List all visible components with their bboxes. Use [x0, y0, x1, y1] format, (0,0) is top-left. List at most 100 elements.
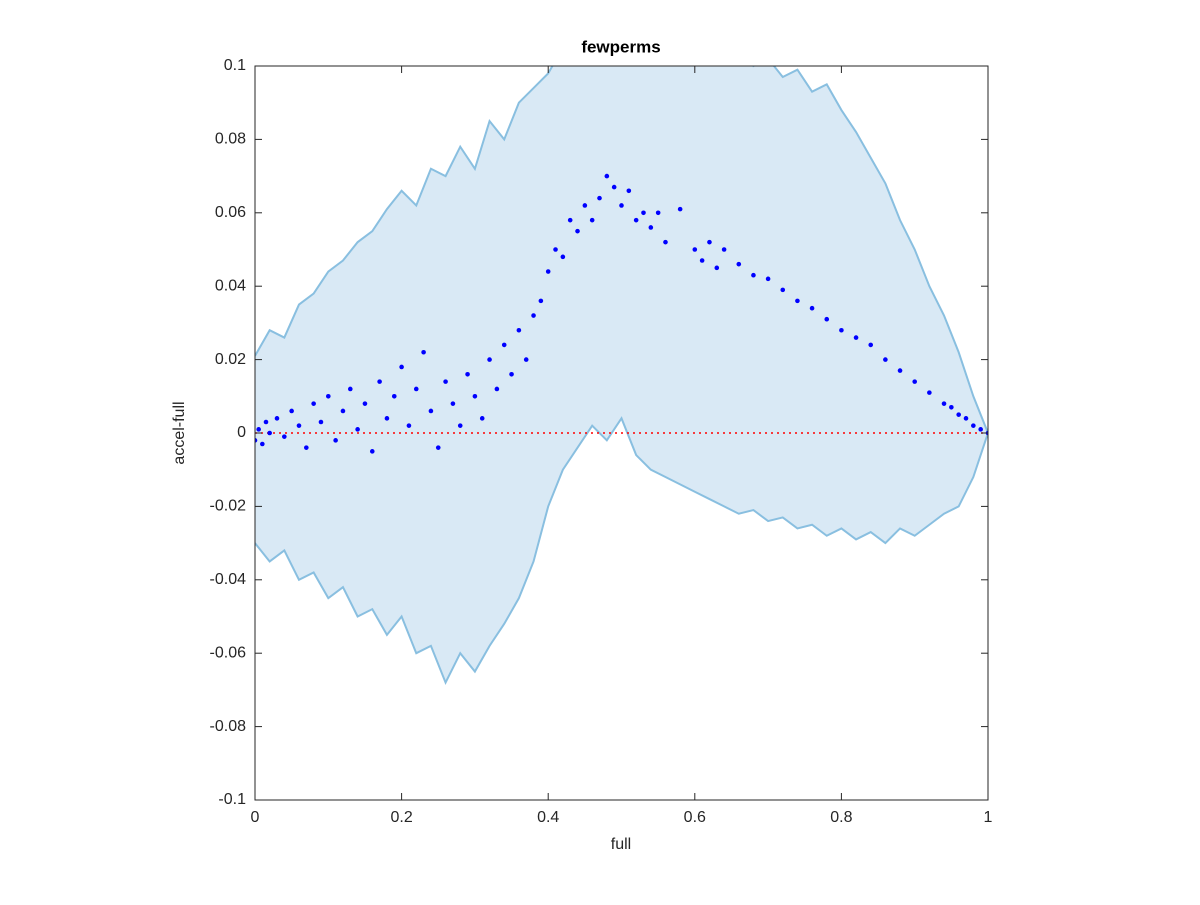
- point: [751, 272, 756, 278]
- point: [399, 364, 404, 370]
- point: [795, 298, 800, 304]
- point: [721, 247, 727, 252]
- point: [479, 416, 485, 421]
- x-tick-label: 0.8: [830, 809, 852, 826]
- point: [457, 423, 463, 428]
- point: [567, 217, 573, 223]
- point: [347, 386, 353, 392]
- band-fill: [255, 66, 988, 683]
- y-tick-label: 0.1: [224, 57, 246, 74]
- point: [311, 401, 316, 406]
- point: [956, 412, 961, 417]
- x-tick-label: 0.6: [684, 809, 706, 826]
- point: [633, 217, 639, 223]
- point: [318, 419, 324, 425]
- point: [282, 434, 287, 439]
- point: [655, 210, 661, 216]
- point: [553, 247, 558, 252]
- point: [560, 254, 566, 260]
- point: [765, 276, 771, 282]
- y-tick-label: 0.04: [215, 277, 246, 294]
- point: [487, 357, 492, 362]
- point: [883, 357, 888, 362]
- point: [941, 401, 947, 406]
- point: [868, 342, 874, 348]
- point: [809, 305, 815, 311]
- point: [326, 394, 331, 399]
- y-tick-label: 0.02: [215, 351, 246, 368]
- point: [304, 445, 309, 450]
- point: [589, 217, 595, 223]
- y-tick-label: -0.1: [218, 791, 246, 808]
- point: [255, 438, 258, 443]
- point: [421, 349, 426, 355]
- point: [340, 408, 346, 414]
- point: [912, 379, 917, 384]
- point: [384, 416, 390, 421]
- point: [450, 401, 456, 406]
- point: [575, 228, 580, 234]
- point: [714, 265, 720, 271]
- point: [494, 386, 500, 392]
- point: [824, 316, 830, 322]
- plot-area: [255, 66, 988, 686]
- point: [435, 445, 441, 450]
- point: [263, 419, 269, 425]
- point: [260, 441, 265, 447]
- point: [545, 269, 551, 274]
- point: [509, 371, 514, 377]
- point: [523, 357, 529, 362]
- point: [465, 371, 470, 377]
- point: [604, 173, 610, 179]
- point: [707, 239, 712, 245]
- point: [677, 206, 683, 212]
- y-tick-label: 0: [237, 424, 246, 441]
- point: [377, 379, 382, 384]
- band-upper-line: [255, 66, 988, 434]
- x-tick-label: 1: [984, 809, 993, 826]
- point: [274, 416, 280, 421]
- point: [531, 313, 536, 318]
- point: [780, 287, 786, 293]
- point: [648, 225, 654, 230]
- point: [406, 423, 412, 428]
- point: [736, 261, 742, 267]
- point: [971, 423, 976, 428]
- x-tick-label: 0.2: [390, 809, 412, 826]
- point: [611, 184, 617, 190]
- point: [472, 394, 478, 399]
- point: [897, 368, 903, 373]
- y-tick-label: 0.06: [215, 204, 246, 221]
- x-tick-label: 0.4: [537, 809, 559, 826]
- point: [443, 379, 448, 384]
- point: [663, 239, 668, 245]
- point: [927, 390, 932, 395]
- point: [538, 298, 544, 304]
- point: [413, 386, 419, 392]
- y-tick-label: -0.08: [210, 718, 247, 735]
- point: [289, 408, 294, 414]
- chart-title: fewperms: [581, 37, 660, 56]
- point: [692, 247, 698, 252]
- band-lower-line: [255, 416, 988, 686]
- point: [597, 195, 602, 201]
- point: [963, 416, 969, 421]
- point: [391, 394, 397, 399]
- x-tick-label: 0: [251, 809, 260, 826]
- point: [296, 423, 302, 428]
- point: [641, 210, 646, 216]
- point: [428, 408, 434, 414]
- point: [839, 327, 844, 333]
- point: [516, 327, 522, 333]
- point: [369, 449, 375, 454]
- point: [619, 203, 624, 208]
- point: [362, 401, 368, 406]
- point: [355, 427, 360, 432]
- point: [978, 427, 983, 432]
- point: [267, 430, 272, 436]
- y-tick-label: -0.06: [210, 644, 247, 661]
- y-axis-label: accel-full: [171, 401, 188, 464]
- point: [501, 342, 507, 348]
